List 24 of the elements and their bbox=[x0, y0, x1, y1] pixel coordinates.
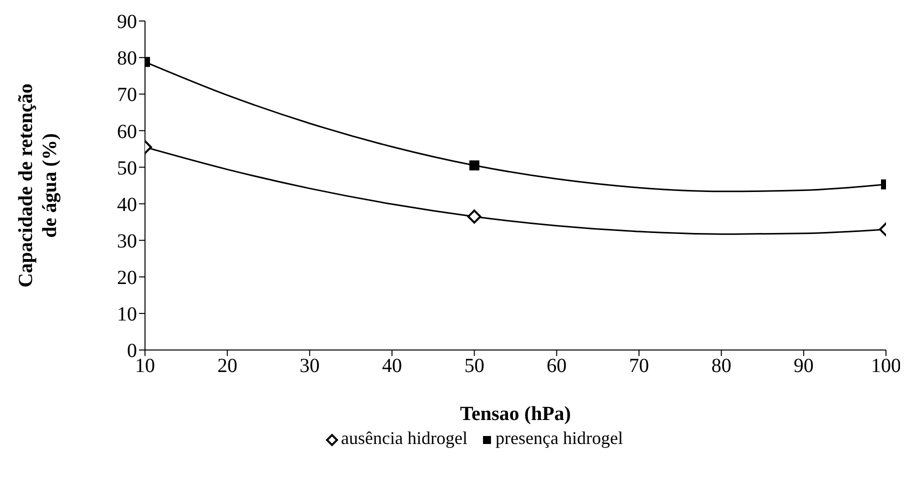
y-tick-label: 40 bbox=[117, 194, 137, 216]
y-tick-label: 50 bbox=[117, 157, 137, 180]
y-tick-label: 80 bbox=[117, 48, 137, 70]
x-tick-label: 30 bbox=[300, 355, 320, 378]
y-tick-label: 60 bbox=[117, 120, 137, 143]
x-tick-label: 40 bbox=[382, 355, 402, 378]
y-tick-label: 0 bbox=[127, 340, 137, 362]
y-tick-label: 20 bbox=[117, 266, 137, 289]
x-tick-label: 10 bbox=[135, 355, 155, 378]
x-tick-label: 80 bbox=[711, 355, 732, 378]
x-axis-title: Tensao (hPa) bbox=[460, 403, 571, 425]
x-tick-label: 60 bbox=[546, 355, 567, 378]
x-tick-label: 100 bbox=[871, 355, 901, 378]
x-tick-label: 20 bbox=[217, 355, 238, 378]
legend-label: ausência hidrogel bbox=[340, 428, 468, 449]
legend-label: presença hidrogel bbox=[494, 428, 623, 449]
y-tick-label: 90 bbox=[117, 11, 137, 34]
x-tick-label: 50 bbox=[464, 355, 484, 378]
y-tick-label: 70 bbox=[117, 84, 137, 106]
y-tick-label: 10 bbox=[117, 304, 137, 326]
y-axis-title: Capacidade de retenção de água (%) bbox=[15, 83, 61, 288]
y-tick-label: 30 bbox=[117, 230, 137, 252]
x-tick-label: 70 bbox=[629, 355, 649, 378]
x-tick-label: 90 bbox=[794, 355, 814, 378]
